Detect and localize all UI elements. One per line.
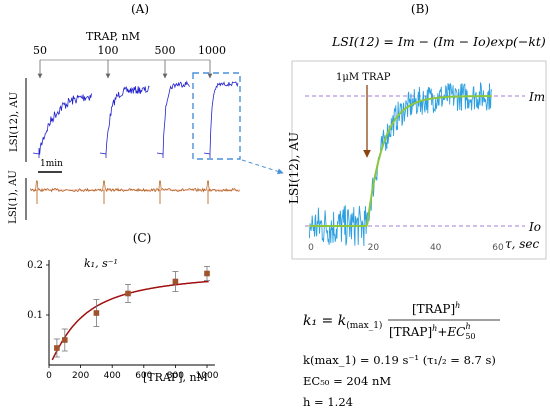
- panel-c-xlabel: [TRAP], nM: [143, 371, 208, 384]
- panel-c-xtick-600: 600: [135, 371, 152, 381]
- svg-text:[TRAP]h+EC50h: [TRAP]h+EC50h: [389, 322, 476, 341]
- panel-c-point-1: [62, 337, 68, 343]
- panel-c: (C) k₁, s⁻¹ 0 200 400 600 800 1000 0.1 0.2 [TRA…: [27, 231, 219, 384]
- trace-lsi1: [29, 180, 240, 193]
- trace-100nM: [99, 85, 150, 158]
- svg-text:[TRAP]h: [TRAP]h: [412, 301, 460, 316]
- panel-c-point-5: [204, 270, 210, 277]
- panel-a-label: (A): [131, 2, 149, 16]
- panel-c-point-0: [54, 345, 60, 351]
- panel-a-ylabel-bottom: LSI(1), AU: [8, 170, 19, 224]
- panel-c-point-3: [125, 290, 131, 297]
- eq-denominator: [TRAP]: [389, 325, 432, 339]
- conc-label-100: 100: [98, 44, 119, 57]
- panel-b-xtick-60: 60: [492, 243, 504, 253]
- svg-text:k₁ = k(max_1): k₁ = k(max_1): [303, 313, 382, 331]
- eq-numerator-sup: h: [455, 301, 460, 310]
- param-kmax: k(max_1) = 0.19 s⁻¹ (τ₁/₂ = 8.7 s): [303, 353, 496, 367]
- eq-lhs: k₁ = k: [303, 313, 346, 329]
- eq-denominator-tail-sup: h: [466, 322, 471, 331]
- panel-b-frame: [291, 60, 547, 260]
- eq-denominator-sup: h: [432, 324, 437, 333]
- panel-c-points: [53, 266, 210, 358]
- panel-c-ytick-0.1: 0.1: [27, 310, 43, 321]
- conc-label-1000: 1000: [198, 44, 226, 57]
- panel-c-label: (C): [133, 231, 152, 245]
- panel-b-equation: LSI(12) = Im − (Im − Io)exp(−kt): [331, 34, 546, 49]
- io-label: Io: [528, 220, 541, 234]
- eq-lhs-sub: (max_1): [346, 320, 382, 331]
- im-label: Im: [528, 90, 545, 104]
- trace-1000nM: [203, 81, 239, 158]
- panel-a-trap-title: TRAP, nM: [86, 30, 140, 43]
- panel-a: (A) TRAP, nM 50 100 500 1000 LSI(12), AU…: [8, 2, 284, 224]
- panel-b-xtick-0: 0: [308, 243, 314, 253]
- panel-c-ytick-0.2: 0.2: [27, 260, 43, 271]
- panel-c-ticks: 0 200 400 600 800 1000 0.1 0.2: [27, 260, 219, 381]
- param-h: h = 1.24: [303, 395, 353, 409]
- time-scale-label: 1min: [40, 159, 63, 169]
- highlight-arrow: [241, 159, 284, 175]
- panel-b-annotation: 1μM TRAP: [336, 72, 391, 83]
- panel-c-xtick-400: 400: [104, 371, 121, 381]
- param-ec50: EC₅₀ = 204 nM: [303, 374, 391, 388]
- panel-c-ylabel: k₁, s⁻¹: [84, 257, 118, 270]
- fit-parameters: k(max_1) = 0.19 s⁻¹ (τ₁/₂ = 8.7 s) EC₅₀ …: [303, 353, 496, 409]
- conc-label-50: 50: [33, 44, 47, 57]
- panel-b-label: (B): [411, 2, 429, 16]
- panel-b-ylabel: LSI(12), AU: [287, 132, 301, 204]
- hill-equation: k₁ = k(max_1) [TRAP]h [TRAP]h+EC50h: [303, 301, 500, 341]
- panel-c-xtick-800: 800: [167, 371, 184, 381]
- eq-denominator-tail: +EC: [437, 325, 465, 339]
- panel-c-point-2: [93, 310, 100, 316]
- panel-b-xtick-40: 40: [430, 243, 442, 253]
- panel-b: (B) LSI(12) = Im − (Im − Io)exp(−kt) LSI…: [287, 2, 547, 260]
- conc-label-500: 500: [155, 44, 176, 57]
- panel-b-trace: [308, 82, 493, 247]
- panel-a-ylabel-top: LSI(12), AU: [9, 92, 20, 152]
- panel-c-xtick-1000: 1000: [196, 371, 219, 381]
- eq-numerator: [TRAP]: [412, 302, 455, 316]
- eq-denominator-tail-sub: 50: [465, 332, 475, 341]
- trace-50nM: [32, 93, 92, 158]
- panel-b-xlabel: τ, sec: [505, 237, 540, 251]
- highlight-box: [192, 72, 241, 160]
- panel-c-point-4: [172, 278, 179, 285]
- panel-b-fit-curve: [309, 95, 492, 227]
- trace-500nM: [156, 80, 190, 158]
- panel-b-x-ticks: 0 20 40 60: [308, 243, 504, 253]
- panel-b-xtick-20: 20: [368, 243, 380, 253]
- panel-c-xtick-200: 200: [72, 371, 89, 381]
- panel-c-xtick-0: 0: [46, 371, 52, 381]
